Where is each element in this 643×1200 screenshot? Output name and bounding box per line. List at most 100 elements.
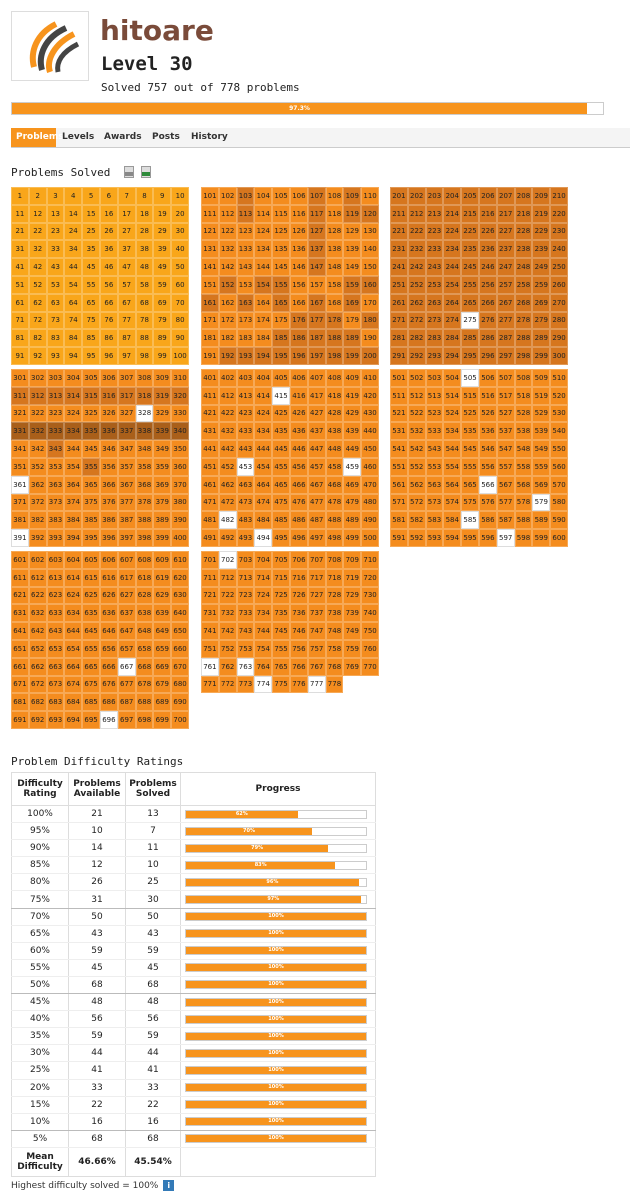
problem-cell[interactable]: 303 — [46, 369, 65, 387]
problem-cell[interactable]: 63 — [46, 293, 65, 312]
problem-cell[interactable]: 382 — [28, 511, 47, 530]
problem-cell[interactable]: 386 — [99, 511, 118, 530]
problem-cell[interactable]: 93 — [46, 347, 65, 365]
problem-cell[interactable]: 682 — [28, 693, 47, 712]
problem-cell[interactable]: 44 — [64, 258, 83, 276]
problem-cell[interactable]: 265 — [461, 293, 479, 312]
problem-cell[interactable]: 32 — [28, 240, 47, 259]
problem-cell[interactable]: 410 — [361, 369, 379, 387]
problem-cell[interactable]: 283 — [425, 329, 444, 348]
problem-cell[interactable]: 434 — [254, 422, 273, 441]
problem-cell[interactable]: 224 — [443, 222, 462, 241]
problem-cell[interactable]: 298 — [514, 347, 533, 365]
problem-cell[interactable]: 196 — [289, 347, 308, 365]
problem-cell[interactable]: 242 — [407, 258, 426, 276]
problem-cell[interactable]: 625 — [82, 586, 100, 605]
problem-cell[interactable]: 550 — [550, 440, 568, 458]
problem-cell[interactable]: 509 — [532, 369, 551, 387]
problem-cell[interactable]: 463 — [236, 475, 255, 494]
problem-cell[interactable]: 506 — [478, 369, 497, 387]
problem-cell[interactable]: 668 — [135, 657, 154, 676]
problem-cell[interactable]: 1 — [11, 187, 29, 205]
problem-cell[interactable]: 340 — [171, 422, 189, 441]
problem-cell[interactable]: 324 — [64, 404, 83, 423]
problem-cell[interactable]: 488 — [325, 511, 344, 530]
problem-cell[interactable]: 750 — [361, 622, 379, 640]
problem-cell[interactable]: 208 — [514, 187, 533, 205]
problem-cell[interactable]: 267 — [496, 293, 515, 312]
problem-cell[interactable]: 740 — [361, 604, 379, 623]
problem-cell[interactable]: 101 — [201, 187, 219, 205]
problem-cell[interactable]: 259 — [532, 275, 551, 294]
problem-cell[interactable]: 186 — [289, 329, 308, 348]
problem-cell[interactable]: 535 — [461, 422, 479, 441]
problem-cell[interactable]: 484 — [254, 511, 273, 530]
problem-cell[interactable]: 649 — [153, 622, 172, 640]
problem-cell[interactable]: 88 — [135, 329, 154, 348]
problem-cell[interactable]: 766 — [289, 657, 308, 676]
problem-cell[interactable]: 527 — [496, 404, 515, 423]
problem-cell[interactable]: 197 — [307, 347, 326, 365]
problem-cell[interactable]: 551 — [390, 457, 408, 476]
problem-cell[interactable]: 49 — [153, 258, 172, 276]
problem-cell[interactable]: 110 — [361, 187, 379, 205]
problem-cell[interactable]: 573 — [425, 493, 444, 512]
problem-cell[interactable]: 744 — [254, 622, 273, 640]
problem-cell[interactable]: 36 — [99, 240, 118, 259]
problem-cell[interactable]: 747 — [307, 622, 326, 640]
problem-cell[interactable]: 311 — [11, 386, 29, 405]
problem-cell[interactable]: 292 — [407, 347, 426, 365]
problem-cell[interactable]: 438 — [325, 422, 344, 441]
problem-cell[interactable]: 136 — [289, 240, 308, 259]
problem-cell[interactable]: 457 — [307, 457, 326, 476]
problem-cell[interactable]: 745 — [272, 622, 290, 640]
problem-cell[interactable]: 334 — [64, 422, 83, 441]
problem-cell[interactable]: 589 — [532, 511, 551, 530]
problem-cell[interactable]: 330 — [171, 404, 189, 423]
problem-cell[interactable]: 55 — [82, 275, 100, 294]
problem-cell[interactable]: 430 — [361, 404, 379, 423]
problem-cell[interactable]: 539 — [532, 422, 551, 441]
problem-cell[interactable]: 184 — [254, 329, 273, 348]
problem-cell[interactable]: 315 — [82, 386, 100, 405]
problem-cell[interactable]: 168 — [325, 293, 344, 312]
problem-cell[interactable]: 131 — [201, 240, 219, 259]
problem-cell[interactable]: 390 — [171, 511, 189, 530]
problem-cell[interactable]: 595 — [461, 529, 479, 547]
problem-cell[interactable]: 46 — [99, 258, 118, 276]
problem-cell[interactable]: 291 — [390, 347, 408, 365]
problem-cell[interactable]: 504 — [443, 369, 462, 387]
problem-cell[interactable]: 626 — [99, 586, 118, 605]
problem-cell[interactable]: 549 — [532, 440, 551, 458]
problem-cell[interactable]: 15 — [82, 204, 100, 223]
problem-cell[interactable]: 771 — [201, 675, 219, 694]
problem-cell[interactable]: 513 — [425, 386, 444, 405]
problem-cell[interactable]: 627 — [117, 586, 136, 605]
problem-cell[interactable]: 724 — [254, 586, 273, 605]
problem-cell[interactable]: 39 — [153, 240, 172, 259]
problem-cell[interactable]: 559 — [532, 457, 551, 476]
problem-cell[interactable]: 455 — [272, 457, 290, 476]
problem-cell[interactable]: 346 — [99, 440, 118, 458]
problem-cell[interactable]: 163 — [236, 293, 255, 312]
problem-cell[interactable]: 135 — [272, 240, 290, 259]
problem-cell[interactable]: 733 — [236, 604, 255, 623]
problem-cell[interactable]: 773 — [236, 675, 255, 694]
problem-cell[interactable]: 594 — [443, 529, 462, 547]
problem-cell[interactable]: 601 — [11, 551, 29, 569]
problem-cell[interactable]: 67 — [117, 293, 136, 312]
problem-cell[interactable]: 121 — [201, 222, 219, 241]
tab-levels[interactable]: Levels — [62, 132, 95, 142]
problem-cell[interactable]: 569 — [532, 475, 551, 494]
problem-cell[interactable]: 760 — [361, 639, 379, 658]
problem-cell[interactable]: 30 — [171, 222, 189, 241]
info-icon[interactable]: i — [163, 1180, 175, 1191]
problem-cell[interactable]: 129 — [343, 222, 362, 241]
problem-cell[interactable]: 158 — [325, 275, 344, 294]
problem-cell[interactable]: 563 — [425, 475, 444, 494]
problem-cell[interactable]: 90 — [171, 329, 189, 348]
problem-cell[interactable]: 547 — [496, 440, 515, 458]
problem-cell[interactable]: 134 — [254, 240, 273, 259]
problem-cell[interactable]: 13 — [46, 204, 65, 223]
problem-cell[interactable]: 318 — [135, 386, 154, 405]
